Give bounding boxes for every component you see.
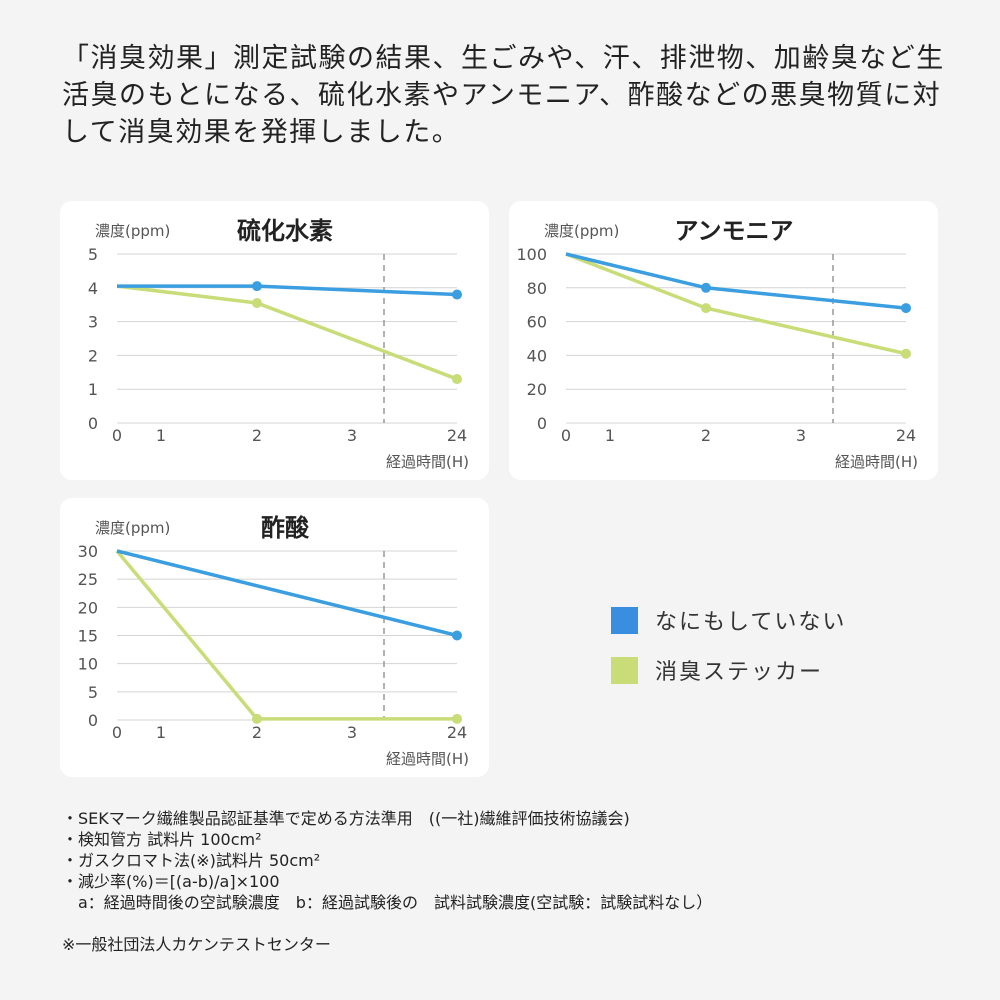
data-point bbox=[901, 303, 911, 314]
data-point bbox=[452, 630, 462, 641]
note-line: ・検知管方 試料片 100cm² bbox=[62, 830, 262, 849]
note-line: ・ガスクロマト法(※)試料片 50cm² bbox=[62, 851, 321, 870]
y-tick-label: 1 bbox=[88, 380, 98, 399]
data-point bbox=[252, 713, 262, 724]
data-point bbox=[701, 303, 711, 314]
data-point bbox=[452, 289, 462, 300]
note-line bbox=[62, 913, 712, 934]
x-tick-label: 2 bbox=[252, 426, 262, 445]
x-tick-label: 0 bbox=[112, 426, 122, 445]
y-tick-label: 30 bbox=[78, 542, 98, 561]
x-tick-label: 1 bbox=[156, 426, 166, 445]
legend-item-sticker: 消臭ステッカー bbox=[611, 654, 823, 686]
data-point bbox=[901, 348, 911, 359]
note-line: ・減少率(%)＝[(a-b)/a]×100 bbox=[62, 872, 280, 891]
x-tick-label: 3 bbox=[347, 723, 357, 742]
y-tick-label: 4 bbox=[88, 279, 98, 298]
y-tick-label: 60 bbox=[527, 313, 547, 332]
data-point bbox=[452, 374, 462, 385]
y-tick-label: 0 bbox=[537, 414, 547, 433]
series-line bbox=[116, 549, 458, 638]
data-point bbox=[452, 713, 462, 724]
chart-svg: 濃度(ppm) 酢酸 0 5 10 15 20 25 30 0 1 2 3 24 経過時間(H) bbox=[78, 514, 469, 768]
x-axis-label: 経過時間(H) bbox=[835, 453, 918, 471]
chart-card-hydrogen-sulfide: 濃度(ppm) 硫化水素 0 1 2 3 4 5 0 1 2 3 24 経過時間(H) bbox=[60, 201, 489, 480]
x-tick-label: 0 bbox=[112, 723, 122, 742]
x-tick-label: 2 bbox=[701, 426, 711, 445]
legend-label: なにもしていない bbox=[655, 610, 847, 635]
legend-swatch bbox=[611, 606, 638, 634]
y-tick-label: 40 bbox=[527, 346, 547, 365]
legend-swatch bbox=[611, 656, 638, 684]
data-point bbox=[252, 281, 262, 292]
x-tick-label: 24 bbox=[447, 426, 467, 445]
y-axis-label: 濃度(ppm) bbox=[95, 519, 170, 537]
y-tick-label: 20 bbox=[527, 380, 547, 399]
y-axis-label: 濃度(ppm) bbox=[95, 222, 170, 240]
legend-item-untreated: なにもしていない bbox=[611, 604, 846, 636]
note-line: a：経過時間後の空試験濃度 b：経過試験後の 試料試験濃度(空試験：試験試料なし… bbox=[62, 893, 713, 912]
y-tick-label: 5 bbox=[88, 683, 98, 702]
footnotes: ・SEKマーク繊維製品認証基準で定める方法準用 ((一社)繊維評価技術協議会) … bbox=[62, 808, 712, 955]
chart-title: 硫化水素 bbox=[237, 217, 333, 245]
x-tick-label: 1 bbox=[605, 426, 615, 445]
y-tick-label: 25 bbox=[78, 570, 98, 589]
x-tick-label: 3 bbox=[347, 426, 357, 445]
y-tick-label: 15 bbox=[78, 627, 98, 646]
y-tick-label: 0 bbox=[88, 711, 98, 730]
note-line: ・SEKマーク繊維製品認証基準で定める方法準用 ((一社)繊維評価技術協議会) bbox=[62, 809, 630, 828]
chart-svg: 濃度(ppm) 硫化水素 0 1 2 3 4 5 0 1 2 3 24 経過時間(H) bbox=[88, 217, 469, 471]
series-line bbox=[565, 252, 907, 310]
legend-label: 消臭ステッカー bbox=[655, 660, 824, 685]
chart-svg: 濃度(ppm) アンモニア 0 20 40 60 80 100 0 1 2 3 24 経過時間(H) bbox=[516, 217, 918, 471]
chart-title: アンモニア bbox=[674, 217, 793, 245]
y-tick-label: 20 bbox=[78, 598, 98, 617]
chart-card-ammonia: 濃度(ppm) アンモニア 0 20 40 60 80 100 0 1 2 3 24 経過時間(H) bbox=[509, 201, 938, 480]
y-tick-label: 3 bbox=[88, 313, 98, 332]
chart-card-acetic-acid: 濃度(ppm) 酢酸 0 5 10 15 20 25 30 0 1 2 3 24 経過時間(H) bbox=[60, 498, 489, 777]
x-tick-label: 24 bbox=[896, 426, 916, 445]
x-tick-label: 24 bbox=[447, 723, 467, 742]
intro-text: 「消臭効果」測定試験の結果、生ごみや、汗、排泄物、加齢臭など生活臭のもとになる、… bbox=[62, 43, 945, 148]
y-tick-label: 0 bbox=[88, 414, 98, 433]
y-tick-label: 10 bbox=[78, 655, 98, 674]
x-tick-label: 2 bbox=[252, 723, 262, 742]
x-tick-label: 3 bbox=[796, 426, 806, 445]
y-tick-label: 2 bbox=[88, 346, 98, 365]
data-point bbox=[701, 282, 711, 293]
series-line bbox=[115, 549, 457, 721]
chart-title: 酢酸 bbox=[261, 514, 310, 542]
data-point bbox=[252, 298, 262, 309]
note-line: ※一般社団法人カケンテストセンター bbox=[62, 935, 331, 954]
x-axis-label: 経過時間(H) bbox=[386, 750, 469, 768]
y-axis-label: 濃度(ppm) bbox=[544, 222, 619, 240]
x-tick-label: 0 bbox=[561, 426, 571, 445]
series-line bbox=[116, 284, 458, 381]
y-tick-label: 5 bbox=[88, 245, 98, 264]
y-tick-label: 100 bbox=[516, 245, 547, 264]
x-tick-label: 1 bbox=[156, 723, 166, 742]
y-tick-label: 80 bbox=[527, 279, 547, 298]
x-axis-label: 経過時間(H) bbox=[386, 453, 469, 471]
